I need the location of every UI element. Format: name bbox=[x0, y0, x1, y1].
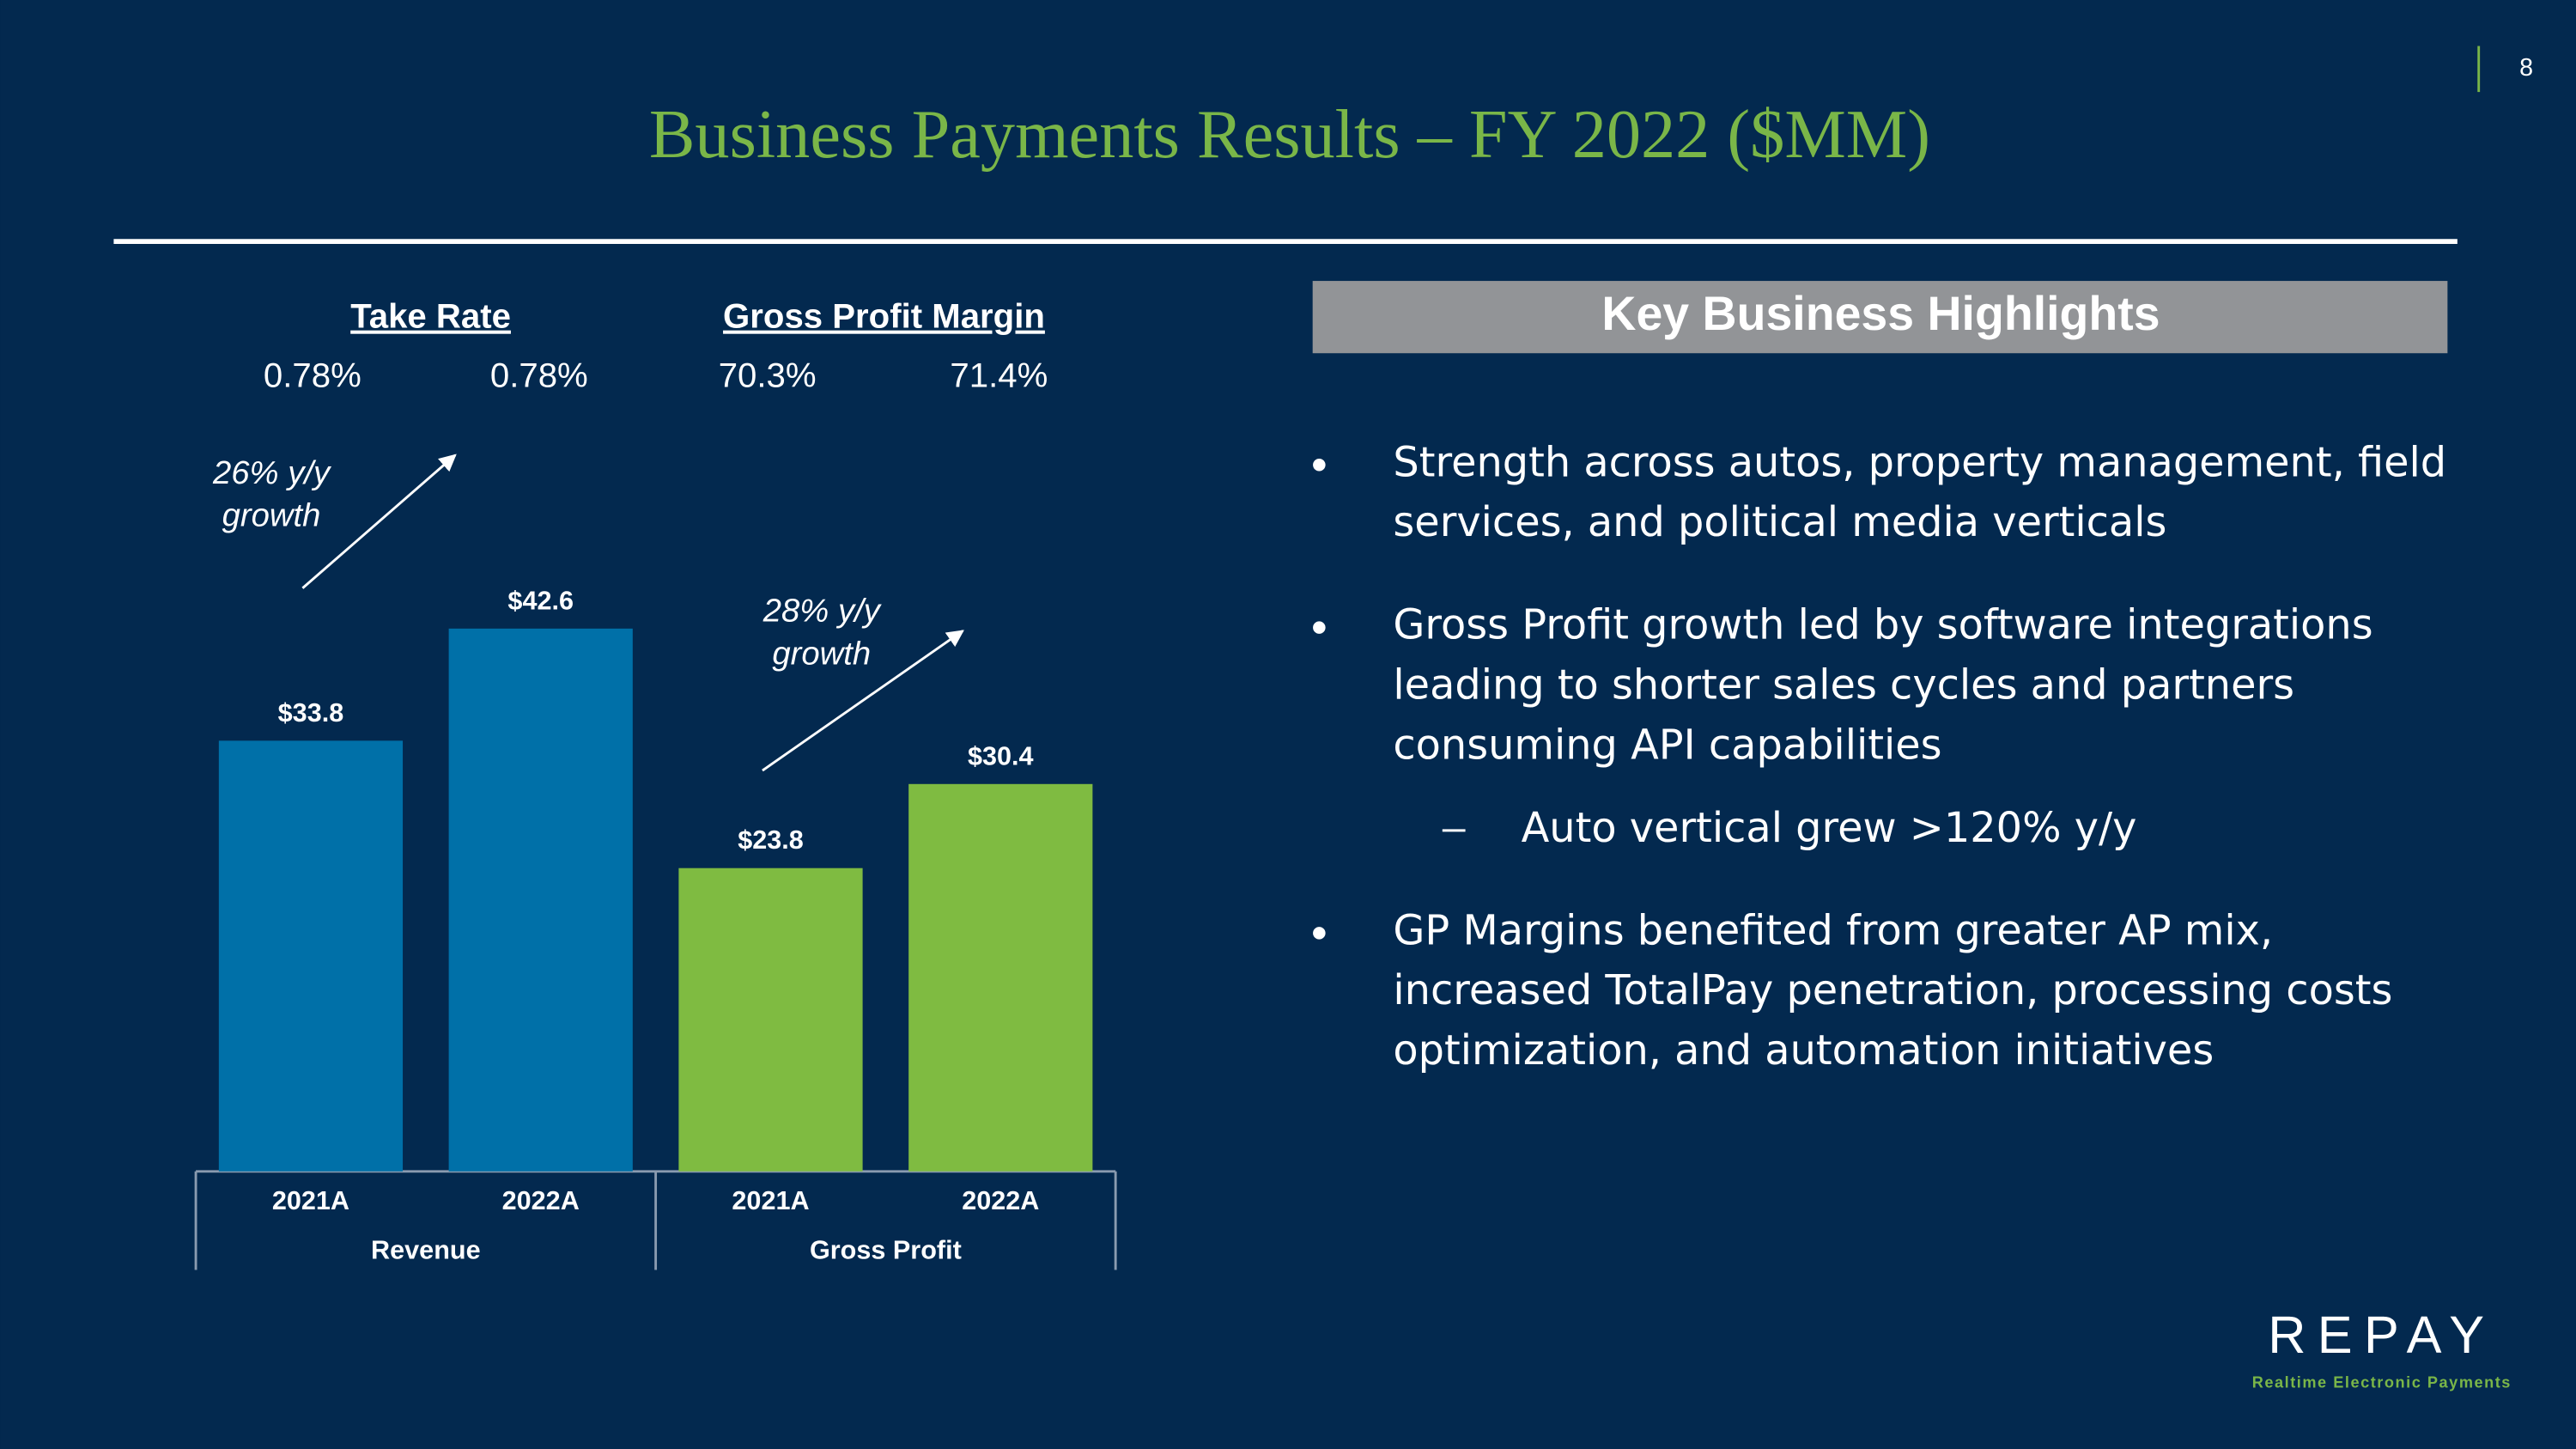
logo-tagline: Realtime Electronic Payments bbox=[2252, 1373, 2512, 1391]
bullet bbox=[1313, 927, 1326, 940]
bullet-text: increased TotalPay penetration, processi… bbox=[1393, 967, 2392, 1014]
group-label: Gross Profit bbox=[810, 1236, 962, 1265]
bullet-text: leading to shorter sales cycles and part… bbox=[1393, 661, 2294, 709]
highlights-header bbox=[1312, 281, 2448, 354]
x-tick-label: 2021A bbox=[732, 1186, 809, 1215]
group-label: Revenue bbox=[371, 1236, 481, 1265]
metric-value: 71.4% bbox=[950, 356, 1048, 395]
sub-bullet-text: Auto vertical grew >120% y/y bbox=[1522, 805, 2137, 852]
highlights-heading: Key Business Highlights bbox=[1601, 287, 2160, 340]
annotation: growth bbox=[772, 635, 871, 672]
bullet-text: services, and political media verticals bbox=[1393, 499, 2166, 546]
metric-value: 0.78% bbox=[264, 356, 361, 395]
x-tick-label: 2022A bbox=[502, 1186, 580, 1215]
bar bbox=[218, 740, 404, 1172]
bar bbox=[678, 868, 863, 1172]
bullet-text: GP Margins benefited from greater AP mix… bbox=[1393, 907, 2273, 954]
bar bbox=[448, 628, 633, 1172]
value-label: $23.8 bbox=[738, 825, 804, 855]
annotation: 26% y/y bbox=[212, 454, 332, 491]
value-label: $33.8 bbox=[278, 698, 344, 728]
metric-name: Take Rate bbox=[350, 297, 511, 336]
annotation: 28% y/y bbox=[762, 593, 883, 630]
value-label: $30.4 bbox=[968, 741, 1034, 770]
bullet-text: optimization, and automation initiatives bbox=[1393, 1027, 2214, 1075]
slide-title: Business Payments Results – FY 2022 ($MM… bbox=[649, 96, 1930, 173]
growth-arrow bbox=[301, 454, 457, 589]
value-label: $42.6 bbox=[507, 586, 574, 615]
logo: REPAY bbox=[2268, 1306, 2495, 1364]
bar bbox=[908, 783, 1093, 1172]
metric-name: Gross Profit Margin bbox=[723, 297, 1045, 336]
bullet-text: Gross Profit growth led by software inte… bbox=[1393, 602, 2372, 649]
bullet-text: consuming API capabilities bbox=[1393, 721, 1941, 769]
page-number: 8 bbox=[2519, 54, 2533, 82]
x-tick-label: 2022A bbox=[962, 1186, 1039, 1215]
x-tick-label: 2021A bbox=[272, 1186, 349, 1215]
metric-value: 70.3% bbox=[719, 356, 817, 395]
bullet bbox=[1313, 621, 1326, 634]
growth-arrow bbox=[762, 630, 964, 772]
metric-value: 0.78% bbox=[490, 356, 588, 395]
annotation: growth bbox=[222, 497, 321, 534]
bullet bbox=[1313, 459, 1326, 472]
bullet-text: Strength across autos, property manageme… bbox=[1393, 439, 2446, 486]
